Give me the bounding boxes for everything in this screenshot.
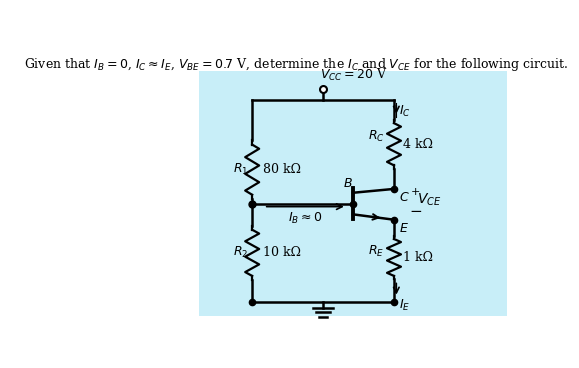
Text: +: + [411,187,420,197]
Text: $V_{CE}$: $V_{CE}$ [417,191,442,208]
Text: −: − [409,204,422,219]
Text: $I_B\approx0$: $I_B\approx0$ [288,210,322,226]
Bar [199,71,507,316]
Text: 4 kΩ: 4 kΩ [404,138,433,151]
Text: $R_E$: $R_E$ [368,244,384,259]
Text: 1 kΩ: 1 kΩ [404,251,433,264]
Text: $I_C$: $I_C$ [400,104,411,119]
Text: $E$: $E$ [399,222,409,235]
Text: $R_C$: $R_C$ [368,129,384,144]
Text: $V_{CC}=20$ V: $V_{CC}=20$ V [320,67,387,83]
Text: Given that $I_B = 0$, $I_C \approx I_E$, $V_{BE} = 0.7$ V, determine the $I_C$ a: Given that $I_B = 0$, $I_C \approx I_E$,… [24,56,569,74]
Text: $R_2$: $R_2$ [233,245,248,261]
Text: 10 kΩ: 10 kΩ [263,246,301,259]
Text: $C$: $C$ [399,191,409,204]
Text: $I_E$: $I_E$ [400,297,411,312]
Text: $R_1$: $R_1$ [233,162,248,177]
Text: $B$: $B$ [343,177,353,190]
Text: 80 kΩ: 80 kΩ [263,163,301,176]
